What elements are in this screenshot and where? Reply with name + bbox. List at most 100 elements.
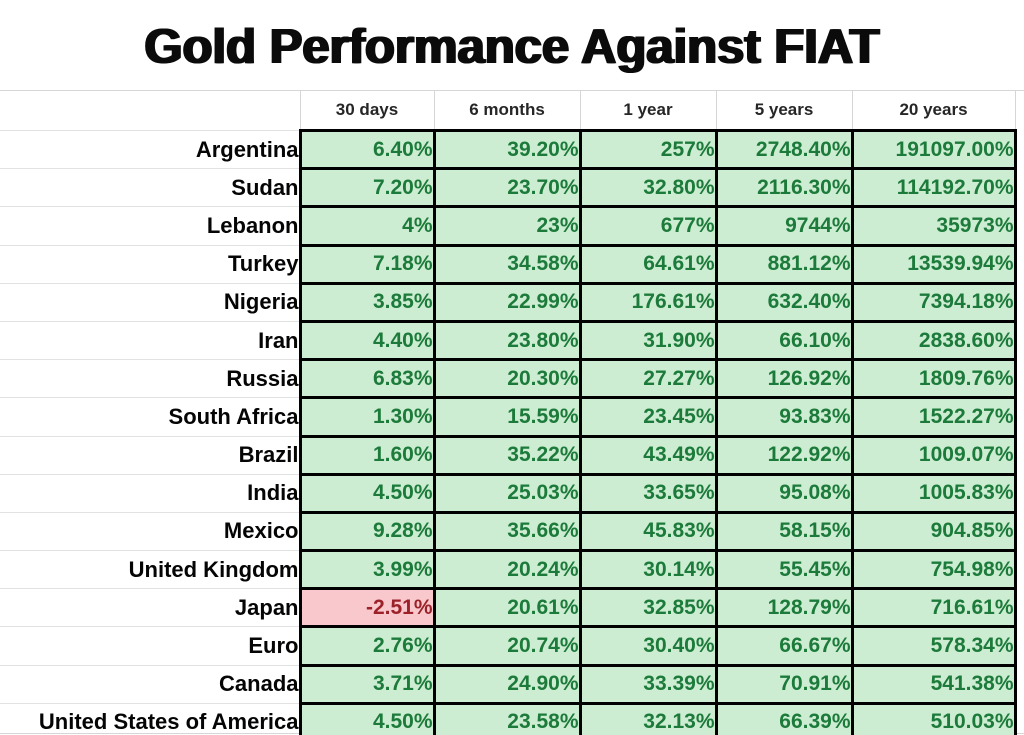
table-cell[interactable]: 6.83% (298, 358, 436, 400)
table-cell[interactable]: 66.39% (714, 701, 854, 735)
column-header-6-months[interactable]: 6 months (434, 90, 581, 131)
table-cell[interactable]: 32.13% (578, 701, 718, 735)
table-cell[interactable]: 632.40% (714, 281, 854, 323)
table-cell[interactable]: 23.70% (432, 167, 582, 209)
table-cell[interactable]: 1009.07% (850, 434, 1017, 476)
table-cell[interactable]: 3.71% (298, 663, 436, 705)
table-cell[interactable]: 33.65% (578, 472, 718, 514)
row-label-sudan[interactable]: Sudan (0, 168, 300, 208)
row-label-lebanon[interactable]: Lebanon (0, 206, 300, 246)
table-cell[interactable]: 31.90% (578, 319, 718, 362)
row-label-south-africa[interactable]: South Africa (0, 397, 300, 437)
table-cell[interactable]: 257% (578, 128, 718, 171)
table-cell[interactable]: 24.90% (432, 663, 582, 705)
table-cell[interactable]: 1005.83% (850, 472, 1017, 514)
table-cell[interactable]: 754.98% (850, 549, 1017, 591)
table-cell[interactable]: 66.10% (714, 319, 854, 362)
table-cell[interactable]: 114192.70% (850, 167, 1017, 209)
row-label-united-states-of-america[interactable]: United States of America (0, 703, 300, 735)
table-cell[interactable]: 3.99% (298, 549, 436, 591)
table-cell[interactable]: 35.22% (432, 434, 582, 476)
table-cell[interactable]: 25.03% (432, 472, 582, 514)
table-cell[interactable]: 6.40% (298, 128, 436, 171)
table-cell[interactable]: 43.49% (578, 434, 718, 476)
table-cell[interactable]: 9744% (714, 205, 854, 247)
table-cell[interactable]: 58.15% (714, 510, 854, 553)
row-label-japan[interactable]: Japan (0, 588, 300, 628)
table-cell[interactable]: 20.30% (432, 358, 582, 400)
table-cell[interactable]: 122.92% (714, 434, 854, 476)
table-cell[interactable]: 30.14% (578, 549, 718, 591)
table-cell[interactable]: 126.92% (714, 358, 854, 400)
table-cell[interactable]: 1.30% (298, 396, 436, 438)
row-label-canada[interactable]: Canada (0, 665, 300, 704)
row-label-brazil[interactable]: Brazil (0, 436, 300, 475)
table-cell[interactable]: 128.79% (714, 587, 854, 629)
table-cell[interactable]: 904.85% (850, 510, 1017, 553)
table-cell[interactable]: 191097.00% (850, 128, 1017, 171)
table-cell[interactable]: 23% (432, 205, 582, 247)
table-cell[interactable]: 2116.30% (714, 167, 854, 209)
table-cell[interactable]: 578.34% (850, 625, 1017, 667)
table-cell[interactable]: 32.80% (578, 167, 718, 209)
table-cell[interactable]: 34.58% (432, 243, 582, 285)
table-cell[interactable]: 4.40% (298, 319, 436, 362)
table-cell[interactable]: 30.40% (578, 625, 718, 667)
row-label-russia[interactable]: Russia (0, 359, 300, 399)
table-cell[interactable]: 7.18% (298, 243, 436, 285)
table-cell[interactable]: 35973% (850, 205, 1017, 247)
table-cell[interactable]: 20.74% (432, 625, 582, 667)
table-cell[interactable]: 13539.94% (850, 243, 1017, 285)
row-label-turkey[interactable]: Turkey (0, 245, 300, 284)
column-header-1-year[interactable]: 1 year (580, 90, 717, 131)
table-cell[interactable]: 510.03% (850, 701, 1017, 735)
table-cell[interactable]: 716.61% (850, 587, 1017, 629)
row-label-euro[interactable]: Euro (0, 626, 300, 666)
table-cell[interactable]: 3.85% (298, 281, 436, 323)
column-header-30-days[interactable]: 30 days (300, 90, 435, 131)
row-label-iran[interactable]: Iran (0, 321, 300, 361)
column-header-20-years[interactable]: 20 years (852, 90, 1016, 131)
table-cell[interactable]: 20.24% (432, 549, 582, 591)
row-label-mexico[interactable]: Mexico (0, 512, 300, 552)
row-label-nigeria[interactable]: Nigeria (0, 283, 300, 322)
row-label-argentina[interactable]: Argentina (0, 130, 300, 170)
table-cell[interactable]: 7.20% (298, 167, 436, 209)
table-cell[interactable]: 93.83% (714, 396, 854, 438)
table-cell[interactable]: 176.61% (578, 281, 718, 323)
table-cell[interactable]: 70.91% (714, 663, 854, 705)
table-cell[interactable]: 2748.40% (714, 128, 854, 171)
table-cell[interactable]: 677% (578, 205, 718, 247)
table-cell[interactable]: 7394.18% (850, 281, 1017, 323)
table-cell[interactable]: 45.83% (578, 510, 718, 553)
table-cell[interactable]: 4.50% (298, 472, 436, 514)
table-cell[interactable]: 15.59% (432, 396, 582, 438)
table-cell[interactable]: 23.58% (432, 701, 582, 735)
table-cell[interactable]: 27.27% (578, 358, 718, 400)
table-cell[interactable]: 1.60% (298, 434, 436, 476)
table-cell[interactable]: 20.61% (432, 587, 582, 629)
table-cell[interactable]: 23.45% (578, 396, 718, 438)
column-header-5-years[interactable]: 5 years (716, 90, 853, 131)
table-cell[interactable]: 9.28% (298, 510, 436, 553)
table-cell[interactable]: 33.39% (578, 663, 718, 705)
table-cell[interactable]: 1522.27% (850, 396, 1017, 438)
table-cell[interactable]: 35.66% (432, 510, 582, 553)
table-cell[interactable]: 4% (298, 205, 436, 247)
corner-cell[interactable] (0, 90, 301, 131)
table-cell[interactable]: 66.67% (714, 625, 854, 667)
table-cell[interactable]: 4.50% (298, 701, 436, 735)
table-cell[interactable]: 39.20% (432, 128, 582, 171)
table-cell[interactable]: 2.76% (298, 625, 436, 667)
table-cell[interactable]: 541.38% (850, 663, 1017, 705)
table-cell[interactable]: -2.51% (298, 587, 436, 629)
table-cell[interactable]: 23.80% (432, 319, 582, 362)
table-cell[interactable]: 1809.76% (850, 358, 1017, 400)
table-cell[interactable]: 95.08% (714, 472, 854, 514)
row-label-india[interactable]: India (0, 474, 300, 513)
table-cell[interactable]: 32.85% (578, 587, 718, 629)
table-cell[interactable]: 881.12% (714, 243, 854, 285)
row-label-united-kingdom[interactable]: United Kingdom (0, 550, 300, 590)
table-cell[interactable]: 64.61% (578, 243, 718, 285)
table-cell[interactable]: 2838.60% (850, 319, 1017, 362)
